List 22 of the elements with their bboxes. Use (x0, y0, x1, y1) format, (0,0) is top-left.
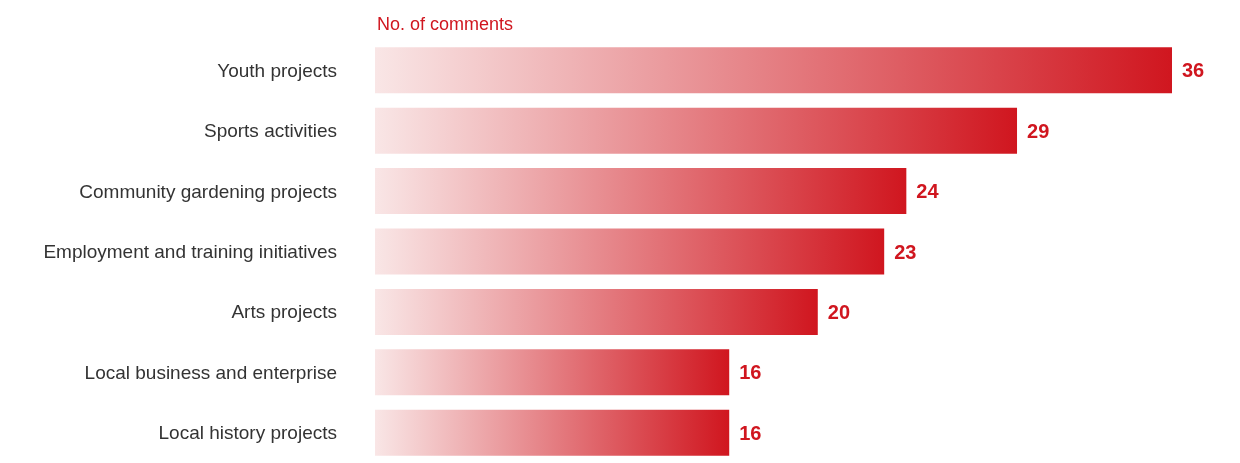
y-tick-label: Sports activities (203, 120, 337, 142)
y-tick-label: Community gardening projects (79, 180, 337, 202)
data-label: 20 (827, 300, 851, 323)
bar (375, 228, 885, 275)
y-tick-label: Local business and enterprise (84, 361, 337, 383)
bar (375, 409, 730, 456)
data-label: 29 (1027, 119, 1050, 142)
y-tick-label: Youth projects (217, 59, 337, 81)
bar (375, 107, 1018, 154)
y-tick-label: Local history projects (158, 422, 337, 444)
bar (375, 349, 730, 396)
bar (375, 47, 1172, 94)
chart-title: No. of comments (377, 14, 514, 34)
data-label: 23 (894, 240, 917, 263)
bar (375, 168, 907, 215)
bar (375, 288, 818, 335)
y-tick-label: Arts projects (231, 301, 337, 323)
data-label: 24 (916, 180, 940, 203)
y-tick-label: Employment and training initiatives (43, 241, 337, 262)
data-label: 16 (739, 421, 762, 444)
data-label: 36 (1182, 59, 1205, 82)
data-label: 16 (739, 361, 762, 384)
